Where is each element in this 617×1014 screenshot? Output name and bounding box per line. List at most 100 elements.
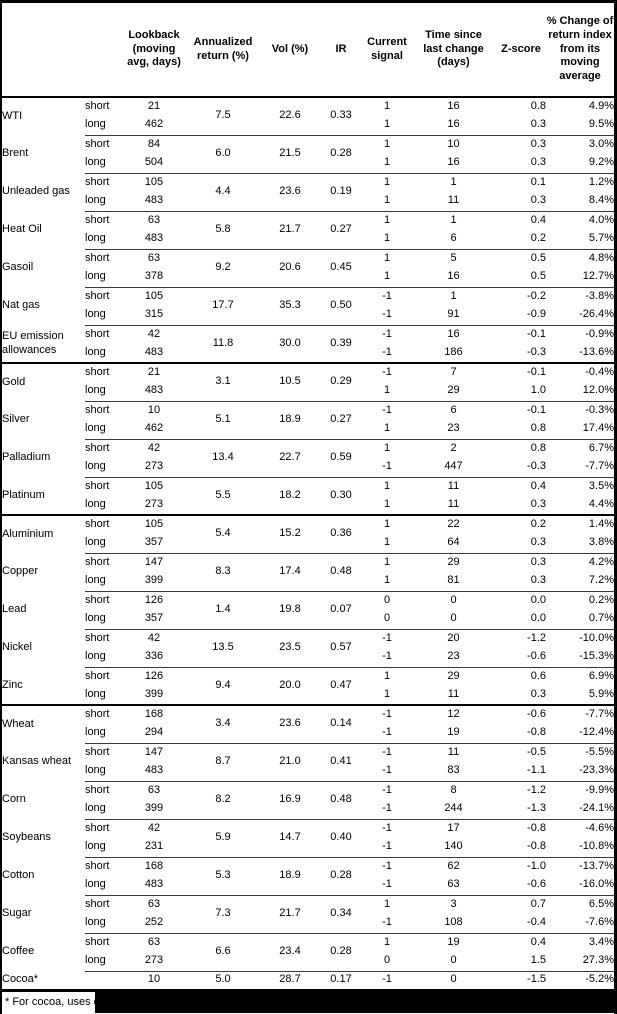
annualized-return-value: 7.3 bbox=[185, 894, 261, 933]
zscore-value: 0.1 bbox=[496, 172, 546, 192]
ir-value: 0.47 bbox=[319, 666, 363, 705]
pct-change-value: 1.4% bbox=[546, 514, 614, 534]
current-signal-value: -1 bbox=[363, 970, 411, 990]
table-row: long 231 -1 140 -0.8 -10.8% bbox=[2, 838, 614, 857]
commodity-name: Platinum bbox=[2, 488, 45, 501]
ir-value: 0.50 bbox=[319, 286, 363, 325]
lookback-value: 357 bbox=[144, 612, 164, 625]
zscore-value: -0.6 bbox=[527, 878, 546, 891]
pct-change-value: -7.7% bbox=[585, 460, 614, 473]
ir-value: 0.07 bbox=[319, 590, 363, 629]
lookback-value: 42 bbox=[123, 324, 185, 344]
pct-change-value: -0.3% bbox=[546, 400, 614, 420]
pct-change-value: -3.8% bbox=[546, 286, 614, 306]
term-label: short bbox=[85, 818, 123, 838]
table-row: long 399 1 11 0.3 5.9% bbox=[2, 686, 614, 705]
commodity-name: Cocoa* bbox=[2, 972, 39, 985]
lookback-value: 252 bbox=[144, 916, 164, 929]
time-since-change-value: 62 bbox=[411, 856, 496, 876]
time-since-change-value: 16 bbox=[447, 118, 460, 131]
annualized-return-value: 3.4 bbox=[185, 704, 261, 743]
ir-value: 0.57 bbox=[319, 628, 363, 667]
term-label: long bbox=[85, 156, 106, 169]
lookback-value: 126 bbox=[123, 666, 185, 686]
term-label: long bbox=[85, 726, 106, 739]
table-row: long 378 1 16 0.5 12.7% bbox=[2, 268, 614, 287]
current-signal-value: -1 bbox=[382, 460, 392, 473]
vol-value: 21.7 bbox=[261, 894, 319, 933]
time-since-change-value: 11 bbox=[411, 742, 496, 762]
pct-change-value: 7.2% bbox=[588, 574, 614, 587]
time-since-change-value: 81 bbox=[447, 574, 460, 587]
table-row: Coffee short 63 6.6 23.4 0.28 1 19 0.4 3.4% bbox=[2, 932, 614, 971]
lookback-value: 231 bbox=[144, 840, 164, 853]
current-signal-value: 1 bbox=[383, 688, 391, 701]
term-label: short bbox=[85, 628, 123, 648]
time-since-change-value: 23 bbox=[447, 650, 460, 663]
lookback-value: 10 bbox=[123, 970, 185, 990]
pct-change-value: 4.4% bbox=[588, 498, 614, 511]
commodity-name: Gold bbox=[2, 362, 85, 401]
zscore-value: 0.3 bbox=[530, 156, 546, 169]
pct-change-value: -9.9% bbox=[546, 780, 614, 800]
zscore-value: -1.0 bbox=[496, 856, 546, 876]
zscore-value: 0.0 bbox=[496, 590, 546, 610]
zscore-value: -0.1 bbox=[496, 400, 546, 420]
lookback-value: 10 bbox=[123, 400, 185, 420]
col-header-lookback: Lookback (moving avg, days) bbox=[123, 3, 185, 98]
pct-change-value: 9.2% bbox=[588, 156, 614, 169]
pct-change-value: 3.4% bbox=[546, 932, 614, 952]
table-row: Silver short 10 5.1 18.9 0.27 -1 6 -0.1 -0.3% bbox=[2, 400, 614, 439]
time-since-change-value: 16 bbox=[447, 270, 460, 283]
term-label: short bbox=[85, 780, 123, 800]
term-label: long bbox=[85, 916, 106, 929]
current-signal-value: 1 bbox=[363, 932, 411, 952]
table-row: long 483 -1 186 -0.3 -13.6% bbox=[2, 344, 614, 363]
current-signal-value: 1 bbox=[363, 210, 411, 230]
time-since-change-value: 22 bbox=[411, 514, 496, 534]
lookback-value: 105 bbox=[123, 172, 185, 192]
time-since-change-value: 10 bbox=[411, 134, 496, 154]
zscore-value: 0.8 bbox=[496, 438, 546, 458]
pct-change-value: -7.6% bbox=[585, 916, 614, 929]
vol-value: 23.6 bbox=[261, 172, 319, 211]
current-signal-value: 0 bbox=[363, 590, 411, 610]
table-row: Copper short 147 8.3 17.4 0.48 1 29 0.3 4.2% bbox=[2, 552, 614, 591]
zscore-value: 0.6 bbox=[496, 666, 546, 686]
current-signal-value: 1 bbox=[383, 194, 391, 207]
zscore-value: 0.3 bbox=[496, 134, 546, 154]
ir-value: 0.59 bbox=[319, 438, 363, 477]
col-header-pct-change: % Change of return index from its moving… bbox=[546, 3, 614, 98]
annualized-return-value: 17.7 bbox=[185, 286, 261, 325]
time-since-change-value: 83 bbox=[447, 764, 460, 777]
time-since-change-value: 5 bbox=[411, 248, 496, 268]
lookback-value: 357 bbox=[144, 536, 164, 549]
pct-change-value: 3.8% bbox=[588, 536, 614, 549]
annualized-return-value: 5.0 bbox=[185, 970, 261, 990]
lookback-value: 399 bbox=[144, 688, 164, 701]
table-row: Corn short 63 8.2 16.9 0.48 -1 8 -1.2 -9.9% bbox=[2, 780, 614, 819]
ir-value: 0.19 bbox=[319, 172, 363, 211]
lookback-value: 147 bbox=[123, 742, 185, 762]
lookback-value: 462 bbox=[144, 118, 164, 131]
current-signal-value: -1 bbox=[382, 346, 392, 359]
term-label: long bbox=[85, 954, 106, 967]
col-header-commodity bbox=[2, 3, 85, 98]
table-row: Nat gas short 105 17.7 35.3 0.50 -1 1 -0.2 -3.8% bbox=[2, 286, 614, 325]
zscore-value: 0.4 bbox=[496, 932, 546, 952]
term-label: short bbox=[85, 932, 123, 952]
pct-change-value: -24.1% bbox=[579, 802, 614, 815]
lookback-value: 504 bbox=[144, 156, 164, 169]
vol-value: 20.0 bbox=[261, 666, 319, 705]
footnote-row: * For cocoa, uses o bbox=[2, 991, 614, 1013]
term-label: short bbox=[85, 438, 123, 458]
current-signal-value: 1 bbox=[363, 134, 411, 154]
time-since-change-value: 11 bbox=[447, 194, 460, 207]
current-signal-value: -1 bbox=[363, 742, 411, 762]
time-since-change-value: 16 bbox=[447, 100, 460, 113]
lookback-value: 63 bbox=[123, 210, 185, 230]
table-row: Cocoa* 10 5.0 28.7 0.17 -1 0 -1.5 -5.2% bbox=[2, 970, 614, 990]
lookback-value: 63 bbox=[123, 248, 185, 268]
annualized-return-value: 6.6 bbox=[185, 932, 261, 971]
zscore-value: -1.3 bbox=[527, 802, 546, 815]
